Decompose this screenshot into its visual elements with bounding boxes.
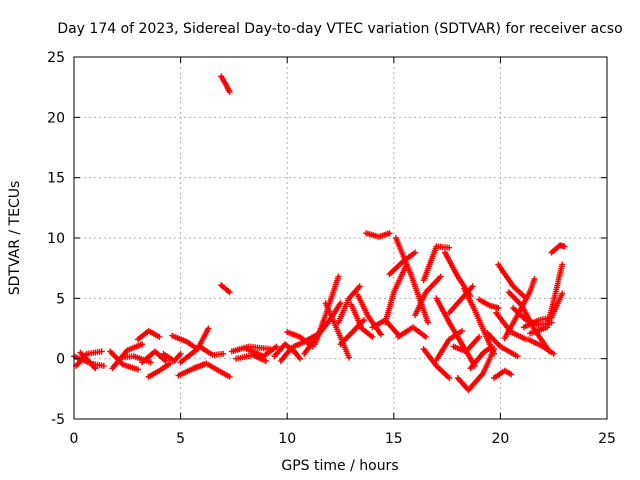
data-point-track [277, 344, 303, 365]
data-point-track [243, 343, 280, 360]
x-axis-label: GPS time / hours [281, 458, 398, 474]
data-point-track [169, 332, 199, 351]
ticks: 0 5 10 15 20 25 -5 0 5 10 15 20 25 [47, 50, 616, 447]
y-tick-label: -5 [51, 412, 65, 428]
data-point-track [218, 73, 233, 95]
y-tick-label: 15 [47, 171, 65, 187]
data-point-track [363, 230, 393, 240]
y-tick-label: 5 [56, 291, 65, 307]
data-point-track [548, 242, 568, 256]
data-point-track [420, 346, 453, 381]
y-tick-label: 10 [47, 231, 65, 247]
x-tick-label: 20 [491, 431, 509, 447]
x-tick-label: 0 [70, 431, 79, 447]
data-point-track [228, 343, 274, 355]
y-tick-label: 20 [47, 110, 65, 126]
data-point-track [461, 285, 497, 357]
x-tick-label: 25 [598, 431, 616, 447]
data-point-track [348, 301, 376, 340]
data-point-track [218, 282, 233, 296]
data-point-track [420, 243, 453, 284]
data-point-track [335, 283, 363, 326]
y-axis-label: SDTVAR / TECUs [7, 181, 23, 296]
y-tick-label: 0 [56, 352, 65, 368]
data-point-track [520, 290, 566, 331]
grid [74, 57, 607, 419]
data-point-track [395, 324, 429, 340]
data-point-track [382, 261, 410, 326]
data-point-track [196, 343, 227, 358]
data-point-track [412, 273, 444, 319]
data-point-track [484, 330, 521, 360]
data-point-track [476, 296, 502, 311]
data-point-track [493, 309, 529, 343]
data-point-track [135, 327, 163, 343]
data-point-track [139, 348, 169, 366]
data-point-track [77, 349, 99, 372]
data-point-track [454, 346, 497, 393]
data-point-track [233, 352, 269, 365]
data-point-track [527, 261, 566, 337]
data-point-track [495, 261, 529, 302]
data-point-track [160, 350, 184, 365]
y-tick-label: 25 [47, 50, 65, 66]
x-tick-label: 5 [176, 431, 185, 447]
data-point-track [145, 360, 173, 380]
x-tick-label: 10 [278, 431, 296, 447]
data-point-track [525, 336, 557, 357]
data-point-track [337, 317, 367, 348]
data-point-track [491, 367, 515, 381]
chart-title: Day 174 of 2023, Sidereal Day-to-day VTE… [57, 21, 622, 37]
data-point-track [322, 300, 352, 361]
x-tick-label: 15 [385, 431, 403, 447]
data-point-track [190, 360, 233, 380]
data-points [71, 73, 568, 393]
data-point-track [450, 333, 483, 355]
